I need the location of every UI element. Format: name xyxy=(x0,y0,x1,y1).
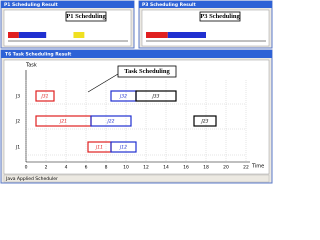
y-axis-label: Task xyxy=(25,63,37,69)
task-label: J33 xyxy=(151,94,159,100)
x-tick-label: 4 xyxy=(65,165,68,171)
callout-pointer xyxy=(87,73,119,93)
y-tick-label: J2 xyxy=(15,119,20,125)
callout xyxy=(65,11,107,22)
x-tick-label: 14 xyxy=(163,165,169,171)
x-tick-label: 6 xyxy=(85,165,88,171)
task-label: J31 xyxy=(40,94,48,100)
x-tick-label: 10 xyxy=(123,165,129,171)
task-box xyxy=(90,115,132,127)
x-tick-label: 8 xyxy=(105,165,108,171)
window-title: P1 Scheduling Result xyxy=(4,2,59,8)
task-label: J11 xyxy=(95,145,103,151)
title-bar xyxy=(139,1,272,8)
task-box xyxy=(193,115,217,127)
title-bar xyxy=(1,50,272,58)
task-label: J23 xyxy=(200,119,208,125)
x-tick-label: 20 xyxy=(223,165,229,171)
x-tick-label: 22 xyxy=(243,165,249,171)
task-label: J12 xyxy=(119,145,127,151)
y-tick-label: J3 xyxy=(15,94,20,100)
task-box xyxy=(110,141,137,153)
y-tick-label: J1 xyxy=(15,145,20,151)
bar xyxy=(73,32,85,38)
x-tick-label: 2 xyxy=(45,165,48,171)
page: {"windows":[ {"title":"P1 Scheduling Res… xyxy=(0,0,274,184)
task-box xyxy=(35,90,55,102)
bar xyxy=(167,32,206,38)
screen: P1 Scheduling Result P1 Scheduling P3 Sc… xyxy=(0,0,273,184)
callout xyxy=(199,11,241,22)
task-box xyxy=(135,90,177,102)
callout-text: P3 Scheduling xyxy=(200,13,240,20)
status-bar xyxy=(3,174,270,183)
window-title: P3 Scheduling Result xyxy=(142,2,197,8)
x-tick-label: 16 xyxy=(183,165,189,171)
callout-text: Task Scheduling xyxy=(124,68,170,75)
title-bar xyxy=(1,1,134,8)
callout-text: P1 Scheduling xyxy=(66,13,106,20)
bar xyxy=(146,32,168,38)
bar xyxy=(8,32,19,38)
bar xyxy=(18,32,47,38)
x-tick-label: 12 xyxy=(143,165,149,171)
x-tick-label: 0 xyxy=(25,165,28,171)
callout xyxy=(117,65,177,78)
task-label: J32 xyxy=(119,94,127,100)
task-label: J21 xyxy=(59,119,67,125)
x-tick-label: 18 xyxy=(203,165,209,171)
status-text: Java Applied Scheduler xyxy=(5,176,58,182)
window-title: T6 Task Scheduling Result xyxy=(5,52,72,58)
x-axis-label: Time xyxy=(251,164,264,170)
task-label: J22 xyxy=(106,119,114,125)
